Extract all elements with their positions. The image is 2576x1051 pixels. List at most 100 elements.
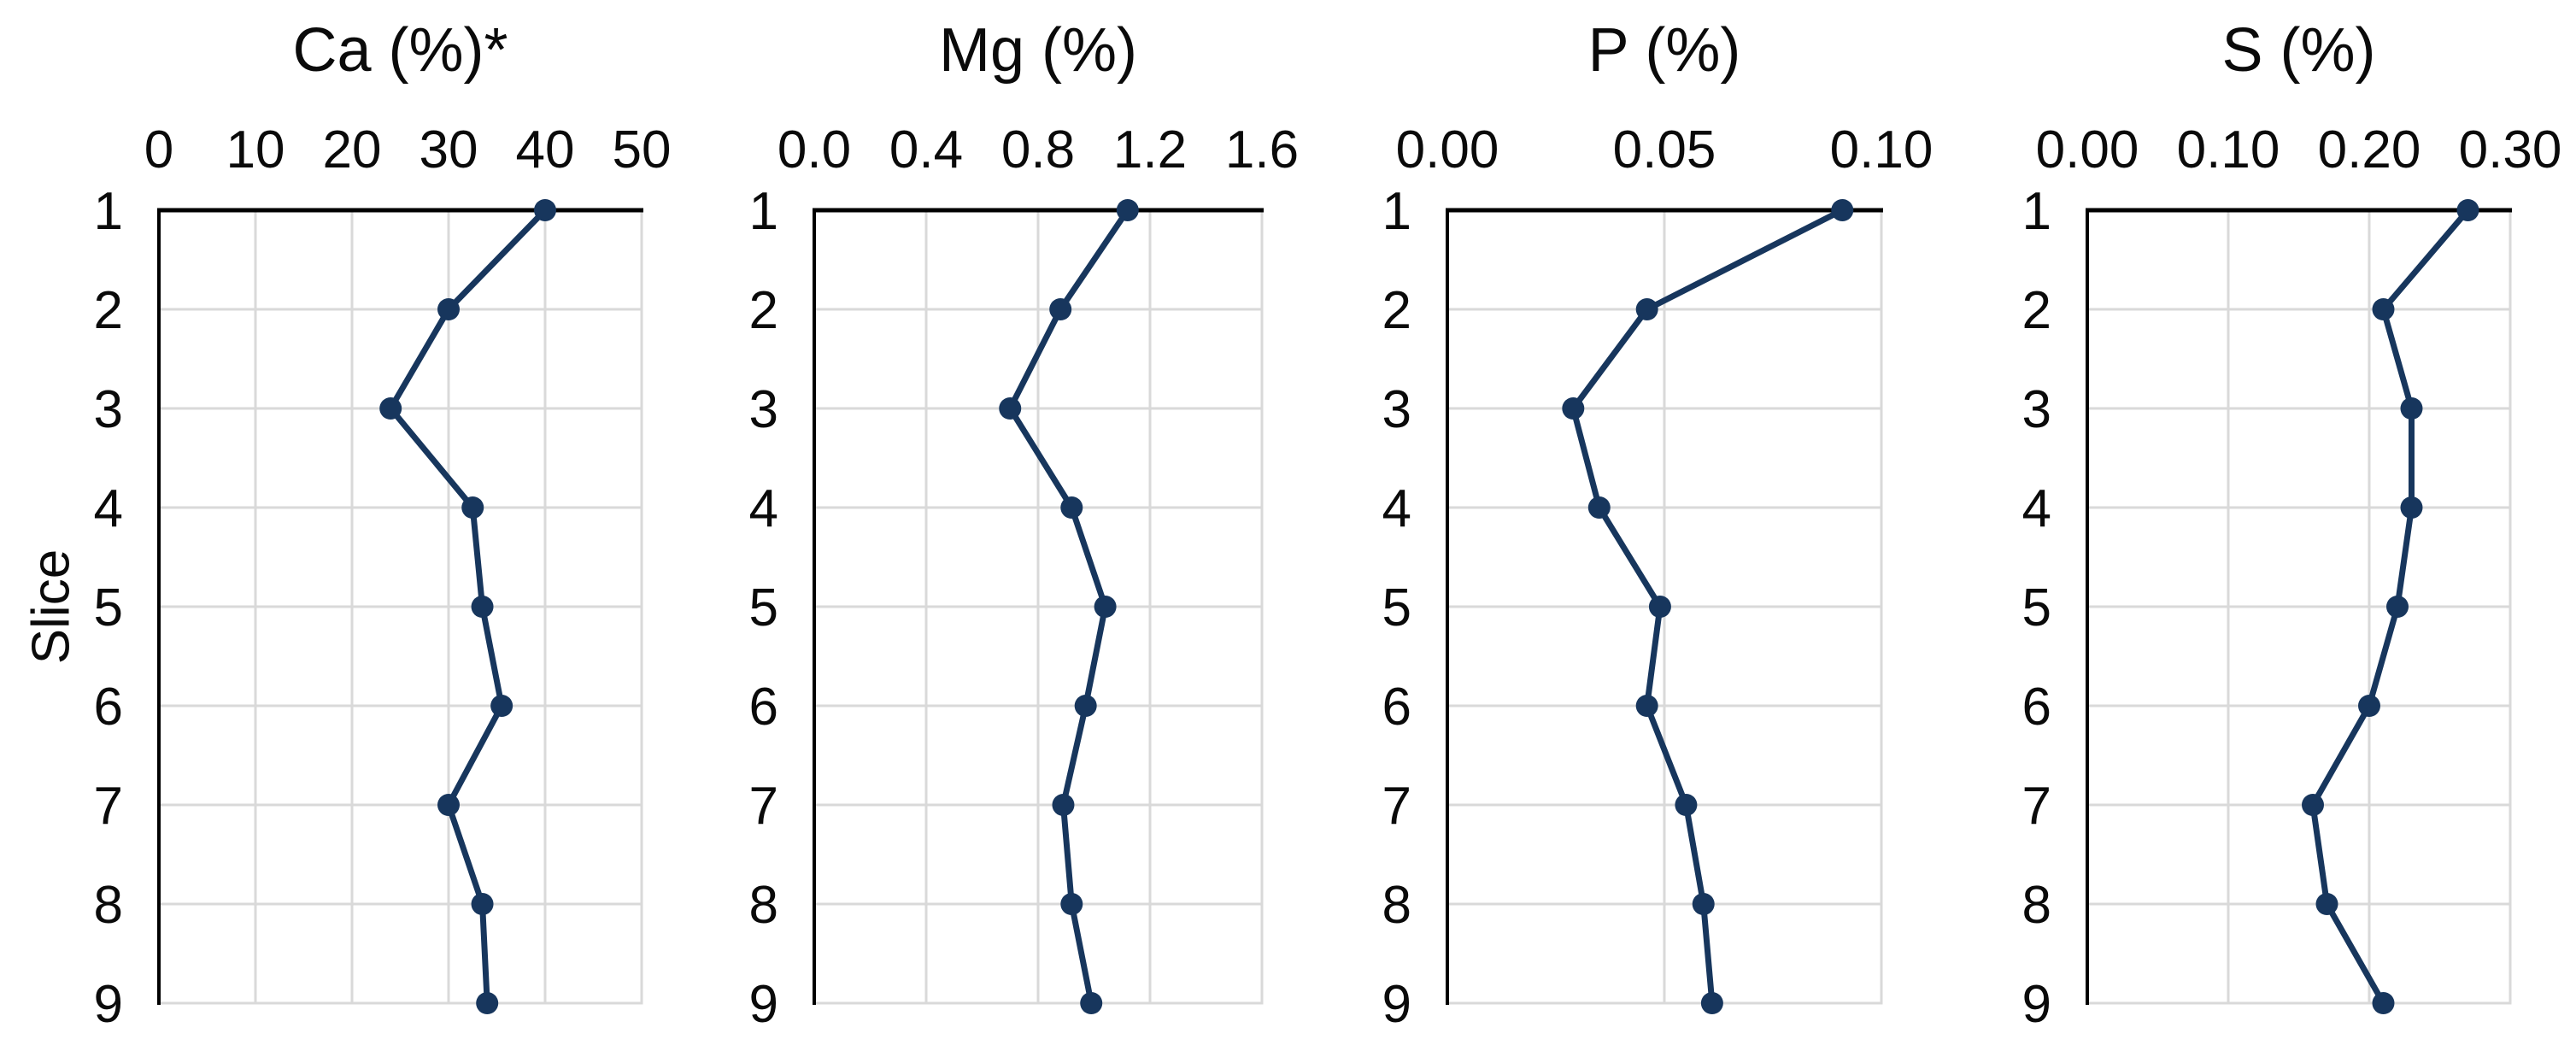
y-axis-title: Slice bbox=[21, 549, 81, 665]
data-point-marker bbox=[2372, 298, 2395, 320]
y-tick-label: 8 bbox=[749, 876, 778, 935]
y-tick-label: 6 bbox=[1382, 678, 1411, 737]
data-point-marker bbox=[2315, 893, 2338, 915]
y-tick-label: 1 bbox=[1382, 182, 1411, 241]
y-tick-label: 8 bbox=[1382, 876, 1411, 935]
data-point-marker bbox=[437, 298, 460, 320]
x-tick-label: 0.10 bbox=[2177, 120, 2280, 179]
y-tick-label: 2 bbox=[749, 281, 778, 340]
chart-title-s: S (%) bbox=[2221, 16, 2376, 85]
y-tick-label: 2 bbox=[94, 281, 123, 340]
y-tick-label: 7 bbox=[94, 777, 123, 836]
x-tick-label: 0.8 bbox=[1001, 120, 1075, 179]
y-tick-label: 2 bbox=[2022, 281, 2051, 340]
x-tick-label: 0.0 bbox=[777, 120, 851, 179]
x-tick-label: 20 bbox=[323, 120, 382, 179]
data-point-marker bbox=[1648, 596, 1671, 618]
x-tick-label: 0.05 bbox=[1613, 120, 1716, 179]
panel-ca-plot: 0 10 20 30 40 50 1 2 3 4 5 6 7 8 9 bbox=[94, 120, 672, 1034]
y-tick-label: 8 bbox=[2022, 876, 2051, 935]
y-tick-label: 5 bbox=[749, 578, 778, 637]
y-tick-label: 4 bbox=[1382, 479, 1411, 538]
chart-title-ca: Ca (%)* bbox=[292, 16, 508, 85]
data-point-marker bbox=[2456, 199, 2479, 221]
data-point-marker bbox=[2400, 496, 2423, 519]
data-point-marker bbox=[1562, 397, 1585, 420]
y-tick-label: 6 bbox=[94, 678, 123, 737]
data-point-marker bbox=[490, 695, 513, 717]
data-point-marker bbox=[437, 794, 460, 816]
data-point-marker bbox=[2400, 397, 2423, 420]
x-tick-label: 0.00 bbox=[2036, 120, 2139, 179]
y-tick-label: 3 bbox=[94, 380, 123, 439]
y-tick-label: 1 bbox=[2022, 182, 2051, 241]
y-tick-label: 9 bbox=[2022, 975, 2051, 1034]
y-tick-label: 1 bbox=[749, 182, 778, 241]
y-tick-label: 3 bbox=[1382, 380, 1411, 439]
data-point-marker bbox=[1116, 199, 1139, 221]
y-tick-label: 2 bbox=[1382, 281, 1411, 340]
panel-p-plot: 0.00 0.05 0.10 1 2 3 4 5 6 7 8 9 bbox=[1382, 120, 1933, 1034]
x-tick-label: 1.6 bbox=[1225, 120, 1299, 179]
y-tick-label: 5 bbox=[2022, 578, 2051, 637]
x-tick-label: 1.2 bbox=[1113, 120, 1187, 179]
y-tick-label: 6 bbox=[2022, 678, 2051, 737]
data-point-marker bbox=[1831, 199, 1854, 221]
data-point-marker bbox=[1080, 992, 1103, 1014]
panel-mg-plot: 0.0 0.4 0.8 1.2 1.6 1 2 3 4 5 6 7 8 9 bbox=[749, 120, 1300, 1034]
data-point-marker bbox=[1060, 496, 1083, 519]
x-tick-label: 0.00 bbox=[1396, 120, 1499, 179]
chart-title-mg: Mg (%) bbox=[939, 16, 1137, 85]
data-point-marker bbox=[1587, 496, 1611, 519]
data-point-marker bbox=[1060, 893, 1083, 915]
y-tick-label: 4 bbox=[2022, 479, 2051, 538]
data-point-marker bbox=[1074, 695, 1097, 717]
x-tick-label: 30 bbox=[420, 120, 478, 179]
y-tick-label: 7 bbox=[1382, 777, 1411, 836]
x-tick-label: 0 bbox=[144, 120, 173, 179]
data-point-marker bbox=[461, 496, 484, 519]
data-point-marker bbox=[2302, 794, 2324, 816]
x-tick-label: 0.10 bbox=[1830, 120, 1933, 179]
data-point-marker bbox=[471, 893, 494, 915]
data-point-marker bbox=[2386, 596, 2409, 618]
y-tick-label: 8 bbox=[94, 876, 123, 935]
x-tick-label: 0.30 bbox=[2459, 120, 2562, 179]
data-point-marker bbox=[471, 596, 494, 618]
x-tick-label: 0.20 bbox=[2318, 120, 2421, 179]
y-tick-label: 9 bbox=[94, 975, 123, 1034]
y-tick-label: 4 bbox=[749, 479, 778, 538]
data-point-marker bbox=[2358, 695, 2380, 717]
y-tick-label: 7 bbox=[2022, 777, 2051, 836]
chart-title-p: P (%) bbox=[1587, 16, 1741, 85]
data-point-marker bbox=[1700, 992, 1723, 1014]
data-point-marker bbox=[2372, 992, 2395, 1014]
x-tick-label: 50 bbox=[613, 120, 672, 179]
data-point-marker bbox=[1635, 695, 1658, 717]
y-tick-label: 9 bbox=[749, 975, 778, 1034]
data-point-marker bbox=[379, 397, 402, 420]
panel-s-plot: 0.00 0.10 0.20 0.30 1 2 3 4 5 6 7 8 9 bbox=[2022, 120, 2562, 1034]
y-tick-label: 6 bbox=[749, 678, 778, 737]
y-tick-label: 1 bbox=[94, 182, 123, 241]
data-point-marker bbox=[999, 397, 1022, 420]
data-point-marker bbox=[1692, 893, 1715, 915]
data-point-marker bbox=[476, 992, 499, 1014]
data-point-marker bbox=[1052, 794, 1075, 816]
data-point-marker bbox=[1049, 298, 1072, 320]
y-tick-label: 7 bbox=[749, 777, 778, 836]
y-tick-label: 5 bbox=[1382, 578, 1411, 637]
y-tick-label: 5 bbox=[94, 578, 123, 637]
y-tick-label: 3 bbox=[749, 380, 778, 439]
data-point-marker bbox=[1635, 298, 1658, 320]
data-point-marker bbox=[534, 199, 556, 221]
x-tick-label: 40 bbox=[516, 120, 575, 179]
y-tick-label: 4 bbox=[94, 479, 123, 538]
y-tick-label: 9 bbox=[1382, 975, 1411, 1034]
x-tick-label: 10 bbox=[226, 120, 285, 179]
y-tick-label: 3 bbox=[2022, 380, 2051, 439]
data-point-marker bbox=[1675, 794, 1698, 816]
x-tick-label: 0.4 bbox=[889, 120, 963, 179]
